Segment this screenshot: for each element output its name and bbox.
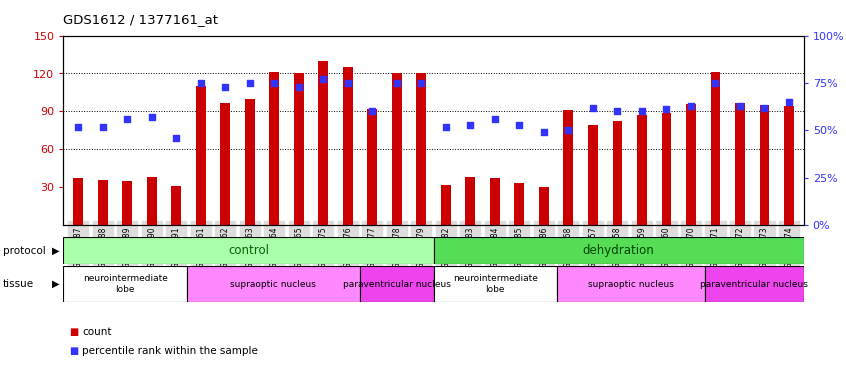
Point: [292, 84, 305, 90]
Bar: [187, 266, 360, 302]
Bar: [416, 74, 426, 225]
Bar: [588, 125, 598, 225]
Bar: [613, 122, 623, 225]
Point: [390, 80, 404, 86]
Bar: [244, 99, 255, 225]
Text: paraventricular nucleus: paraventricular nucleus: [700, 280, 808, 289]
Bar: [433, 266, 557, 302]
Text: GDS1612 / 1377161_at: GDS1612 / 1377161_at: [63, 13, 218, 26]
Bar: [220, 102, 230, 225]
Point: [783, 99, 796, 105]
Point: [586, 105, 600, 111]
Text: supraoptic nucleus: supraoptic nucleus: [230, 280, 316, 289]
Bar: [441, 184, 451, 225]
Bar: [563, 110, 574, 225]
Point: [464, 122, 477, 128]
Bar: [63, 266, 187, 302]
Point: [488, 116, 502, 122]
Text: neurointermediate
lobe: neurointermediate lobe: [83, 274, 168, 294]
Bar: [360, 266, 433, 302]
Point: [96, 123, 109, 129]
Bar: [662, 112, 672, 225]
Text: ▶: ▶: [52, 279, 59, 289]
Point: [194, 80, 207, 86]
Bar: [343, 67, 353, 225]
Text: ▶: ▶: [52, 246, 59, 256]
Point: [733, 103, 747, 109]
Point: [758, 105, 772, 111]
Text: ■: ■: [69, 346, 79, 355]
Bar: [735, 102, 744, 225]
Bar: [686, 104, 696, 225]
Point: [218, 84, 232, 90]
Text: dehydration: dehydration: [583, 244, 655, 257]
Point: [243, 80, 256, 86]
Bar: [123, 181, 132, 225]
Point: [267, 80, 281, 86]
Bar: [392, 74, 402, 225]
Text: tissue: tissue: [3, 279, 34, 289]
Bar: [269, 72, 279, 225]
Point: [365, 108, 379, 114]
Point: [684, 103, 698, 109]
Bar: [637, 115, 647, 225]
Point: [635, 108, 649, 114]
Bar: [539, 187, 549, 225]
Point: [660, 106, 673, 112]
Bar: [784, 106, 794, 225]
Point: [71, 123, 85, 129]
Point: [415, 80, 428, 86]
Bar: [711, 72, 720, 225]
Text: supraoptic nucleus: supraoptic nucleus: [588, 280, 674, 289]
Point: [145, 114, 158, 120]
Text: control: control: [228, 244, 269, 257]
Point: [562, 128, 575, 134]
Bar: [760, 105, 769, 225]
Point: [513, 122, 526, 128]
Text: count: count: [82, 327, 112, 337]
Bar: [705, 266, 804, 302]
Bar: [98, 180, 107, 225]
Point: [169, 135, 183, 141]
Bar: [63, 237, 433, 264]
Bar: [171, 186, 181, 225]
Point: [341, 80, 354, 86]
Point: [316, 76, 330, 82]
Bar: [367, 109, 377, 225]
Bar: [514, 183, 525, 225]
Bar: [557, 266, 705, 302]
Text: protocol: protocol: [3, 246, 46, 256]
Bar: [294, 74, 304, 225]
Text: paraventricular nucleus: paraventricular nucleus: [343, 280, 451, 289]
Bar: [147, 177, 157, 225]
Text: ■: ■: [69, 327, 79, 337]
Bar: [490, 178, 500, 225]
Point: [611, 108, 624, 114]
Point: [709, 80, 722, 86]
Bar: [465, 177, 475, 225]
Bar: [74, 178, 83, 225]
Text: percentile rank within the sample: percentile rank within the sample: [82, 346, 258, 355]
Text: neurointermediate
lobe: neurointermediate lobe: [453, 274, 538, 294]
Point: [120, 116, 134, 122]
Bar: [318, 61, 328, 225]
Bar: [195, 86, 206, 225]
Bar: [433, 237, 804, 264]
Point: [537, 129, 551, 135]
Point: [439, 123, 453, 129]
